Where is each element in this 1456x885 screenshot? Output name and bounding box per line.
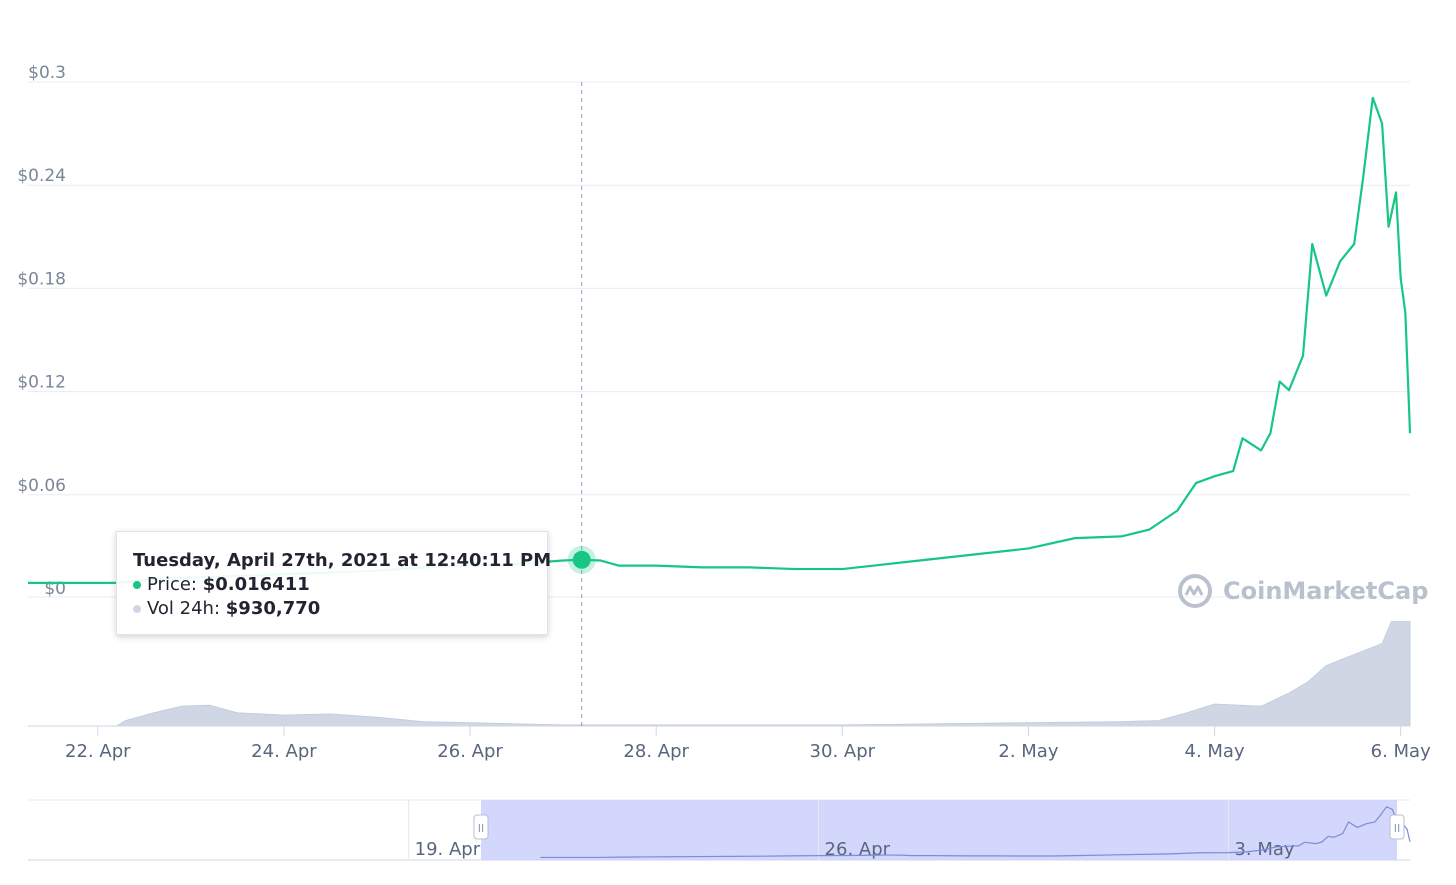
x-tick-label: 28. Apr [623,741,689,762]
volume-dot-icon [133,605,141,613]
tooltip-volume-label: Vol 24h: [147,598,221,619]
y-gridlines [28,81,1410,598]
x-tick-label: 4. May [1185,741,1245,762]
navigator-tick-label: 26. Apr [825,839,891,860]
navigator-right-handle[interactable]: II [1389,814,1405,840]
x-tick-label: 6. May [1371,741,1431,762]
y-tick-label: $0 [44,579,66,599]
x-tick-label: 22. Apr [65,741,131,762]
tooltip-price-row: Price: $0.016411 [133,573,531,597]
x-tick-label: 24. Apr [251,741,317,762]
y-tick-label: $0.12 [17,373,66,393]
y-tick-label: $0.24 [17,166,66,186]
left-handle-grip-icon: II [478,822,485,835]
price-line [28,96,1412,584]
watermark-text: CoinMarketCap [1223,577,1429,605]
x-tick-label: 2. May [998,741,1058,762]
y-axis-ticks: $0 $0.06 $0.12 $0.18 $0.24 $0.3 [17,63,66,599]
range-navigator[interactable]: 19. Apr 26. Apr 3. May II II [28,799,1411,861]
navigator-tick-label: 19. Apr [415,839,481,860]
y-tick-label: $0.3 [28,63,66,83]
x-tick-label: 30. Apr [810,741,876,762]
navigator-mini-line [540,805,1411,859]
x-axis-ticks: 22. Apr 24. Apr 26. Apr 28. Apr 30. Apr 2. Ma… [65,726,1431,762]
x-tick-label: 26. Apr [437,741,503,762]
y-tick-label: $0.06 [17,476,66,496]
coinmarketcap-watermark: CoinMarketCap [1177,573,1428,609]
navigator-selection[interactable] [481,800,1397,860]
tooltip-volume-row: Vol 24h: $930,770 [133,597,531,621]
coinmarketcap-logo-icon [1178,574,1212,608]
y-tick-label: $0.18 [17,269,66,289]
hover-point[interactable] [572,550,591,569]
volume-area-layer [28,621,1411,727]
price-dot-icon [133,581,141,589]
tooltip-volume-value: $930,770 [225,598,321,619]
price-tooltip: Tuesday, April 27th, 2021 at 12:40:11 PM… [116,531,552,635]
price-line-layer [28,96,1412,584]
right-handle-grip-icon: II [1394,822,1401,835]
tooltip-title: Tuesday, April 27th, 2021 at 12:40:11 PM [133,550,552,571]
tooltip-price-label: Price: [147,574,197,595]
tooltip-price-value: $0.016411 [202,574,310,595]
volume-area [28,621,1411,727]
navigator-left-handle[interactable]: II [473,814,489,840]
